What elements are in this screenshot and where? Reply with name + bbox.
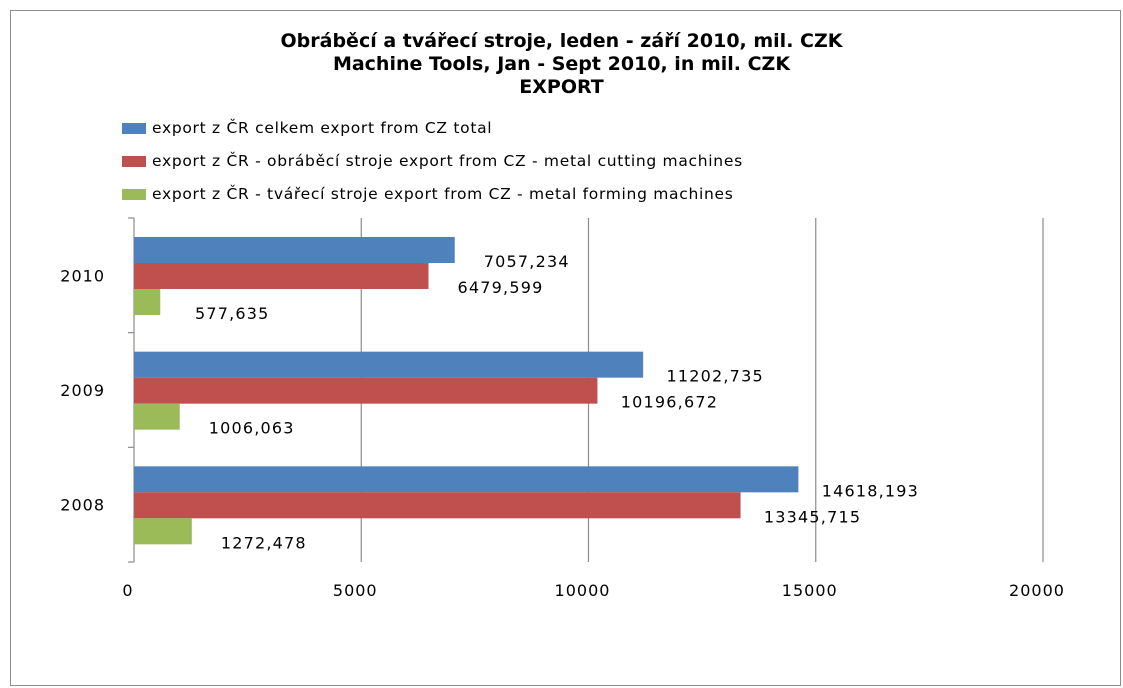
legend-label-total: export z ČR celkem export from CZ total [152, 119, 493, 137]
data-label-2009-series-0: 11202,735 [667, 367, 764, 386]
x-tick-label-15000: 15000 [782, 581, 838, 600]
category-label-2009: 2009 [60, 381, 105, 400]
data-label-2008-series-1: 13345,715 [764, 507, 861, 526]
data-label-2009-series-2: 1006,063 [209, 419, 295, 438]
x-tick-label-0: 0 [122, 581, 133, 600]
legend-item-total: export z ČR celkem export from CZ total [122, 117, 492, 139]
legend-label-forming: export z ČR - tvářecí stroje export from… [152, 185, 734, 203]
data-label-2009-series-1: 10196,672 [621, 393, 718, 412]
bar-2009-series-2 [134, 403, 180, 430]
x-tick-label-10000: 10000 [555, 581, 611, 600]
data-label-2008-series-2: 1272,478 [221, 533, 307, 552]
legend-item-forming: export z ČR - tvářecí stroje export from… [122, 183, 734, 205]
bar-2009-series-0 [134, 351, 644, 378]
bar-2008-series-0 [134, 466, 799, 493]
category-label-2008: 2008 [60, 496, 105, 515]
data-label-2008-series-0: 14618,193 [822, 481, 919, 500]
bar-2009-series-1 [134, 377, 598, 404]
data-label-2010-series-0: 7057,234 [484, 252, 570, 271]
bar-2010-series-1 [134, 263, 429, 289]
x-tick-label-20000: 20000 [1009, 581, 1065, 600]
category-label-2010: 2010 [60, 266, 105, 285]
legend-swatch-forming [122, 188, 146, 200]
bar-2008-series-2 [134, 518, 192, 545]
chart-title-line-2: Machine Tools, Jan - Sept 2010, in mil. … [332, 53, 791, 75]
legend-item-cutting: export z ČR - obráběcí stroje export fro… [122, 150, 743, 172]
legend-swatch-total [122, 122, 146, 134]
x-tick-label-5000: 5000 [333, 581, 378, 600]
data-label-2010-series-2: 577,635 [195, 304, 270, 323]
chart-title-line-3: EXPORT [519, 76, 604, 98]
chart-title-line-1: Obráběcí a tvářecí stroje, leden - září … [280, 30, 843, 52]
bar-2010-series-2 [134, 289, 161, 315]
bar-2008-series-1 [134, 492, 741, 519]
bar-2010-series-0 [134, 237, 455, 263]
legend-swatch-cutting [122, 155, 146, 167]
chart-frame [10, 10, 1121, 686]
legend-label-cutting: export z ČR - obráběcí stroje export fro… [152, 152, 743, 170]
data-label-2010-series-1: 6479,599 [458, 278, 544, 297]
